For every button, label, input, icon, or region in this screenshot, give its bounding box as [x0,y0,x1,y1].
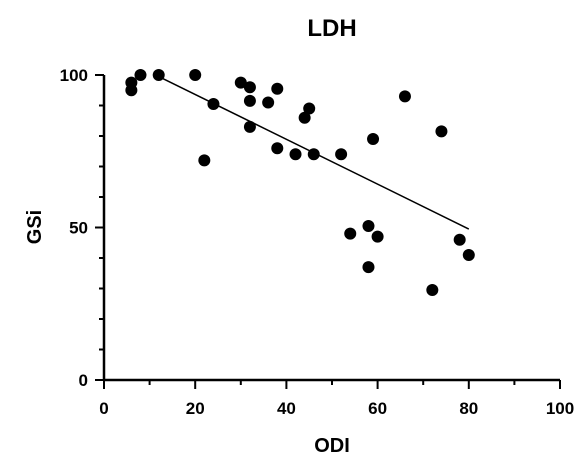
x-tick-label: 0 [99,399,108,418]
data-point [243,120,256,133]
data-point [271,142,284,155]
x-tick-label: 80 [459,399,478,418]
data-points [125,69,475,297]
data-point [462,248,475,261]
data-point [198,154,211,167]
data-point [234,76,247,89]
y-tick-label: 0 [79,371,88,390]
data-point [335,148,348,161]
axes [102,75,560,382]
data-point [426,284,439,297]
data-point [435,125,448,138]
data-point [371,230,384,243]
data-point [189,69,202,81]
data-point [453,233,466,246]
data-point [125,76,138,89]
y-tick-label: 50 [69,219,88,238]
data-point [362,219,375,232]
data-point [262,96,275,109]
x-axis-label: ODI [314,435,350,457]
x-tick-label: 20 [186,399,205,418]
data-point [243,81,256,94]
data-point [298,111,311,124]
x-tick-label: 60 [368,399,387,418]
x-tick-label: 40 [277,399,296,418]
data-point [207,97,220,110]
y-axis-label: GSi [24,210,46,244]
y-tick-label: 100 [60,66,88,85]
data-point [243,94,256,107]
chart-title: LDH [307,15,356,42]
data-point [134,69,147,81]
data-point [271,82,284,95]
data-point [398,90,411,103]
data-point [344,227,357,240]
x-tick-label: 100 [546,399,574,418]
data-point [303,102,316,115]
data-point [362,261,375,274]
data-point [307,148,320,161]
ticks: 0 20 40 60 80 100 0 50 100 [60,66,575,418]
data-point [367,133,380,146]
data-point [152,69,165,81]
data-point [289,148,302,161]
